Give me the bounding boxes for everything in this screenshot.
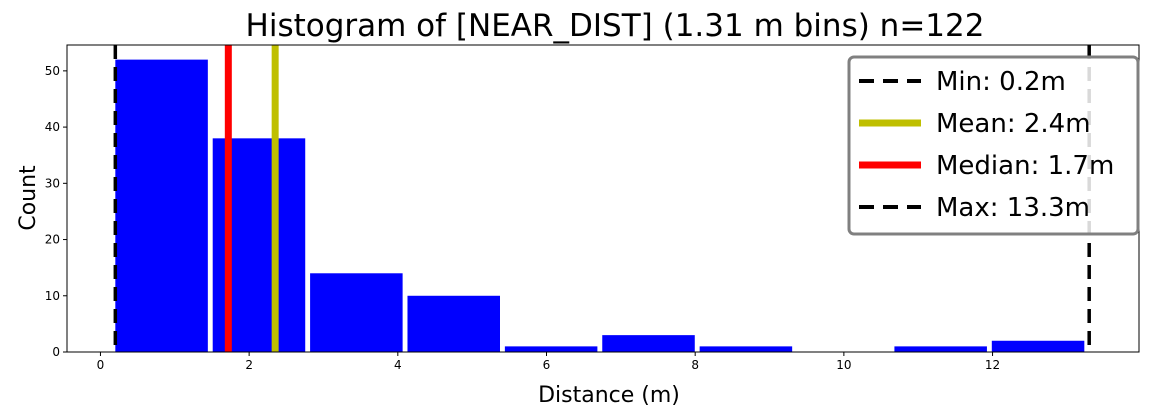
y-tick-label-4: 40 bbox=[45, 120, 60, 134]
histogram-bar-1 bbox=[115, 59, 208, 352]
chart-title: Histogram of [NEAR_DIST] (1.31 m bins) n… bbox=[246, 8, 985, 44]
x-tick-label-5: 10 bbox=[836, 358, 851, 372]
legend-label-1: Min: 0.2m bbox=[936, 67, 1066, 97]
x-axis-label: Distance (m) bbox=[538, 383, 680, 408]
y-tick-label-0: 0 bbox=[52, 345, 60, 359]
y-tick-label-2: 20 bbox=[45, 233, 60, 247]
y-tick-label-1: 10 bbox=[45, 289, 60, 303]
legend-label-4: Max: 13.3m bbox=[936, 193, 1090, 223]
legend-label-3: Median: 1.7m bbox=[936, 151, 1114, 181]
histogram-bar-4 bbox=[407, 295, 501, 352]
y-tick-label-3: 30 bbox=[45, 176, 60, 190]
histogram-bar-9 bbox=[894, 346, 987, 352]
y-axis-label: Count bbox=[16, 165, 41, 231]
plot-area: 0 2 4 6 8 10 12 0 10 20 30 40 50 bbox=[45, 44, 1140, 372]
histogram-bar-10 bbox=[991, 340, 1085, 352]
histogram-bar-3 bbox=[310, 273, 403, 352]
y-tick-label-5: 50 bbox=[45, 64, 60, 78]
histogram-bar-7 bbox=[699, 346, 793, 352]
x-tick-label-4: 8 bbox=[691, 358, 699, 372]
x-tick-label-2: 4 bbox=[394, 358, 402, 372]
histogram-bar-6 bbox=[602, 335, 695, 352]
x-tick-label-0: 0 bbox=[97, 358, 105, 372]
legend-box bbox=[847, 55, 1140, 236]
x-tick-label-3: 6 bbox=[543, 358, 551, 372]
histogram-bar-5 bbox=[504, 346, 598, 352]
legend: Min: 0.2m Mean: 2.4m Median: 1.7m Max: 13.3… bbox=[847, 55, 1140, 236]
x-tick-label-1: 2 bbox=[245, 358, 253, 372]
x-tick-label-6: 12 bbox=[985, 358, 1000, 372]
legend-label-2: Mean: 2.4m bbox=[936, 109, 1091, 139]
